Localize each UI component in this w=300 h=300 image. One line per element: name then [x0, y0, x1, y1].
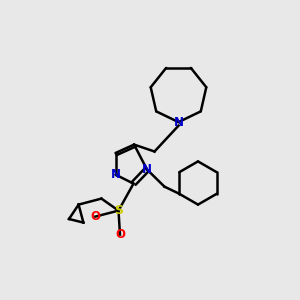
Text: N: N: [142, 163, 152, 176]
Text: O: O: [115, 228, 125, 241]
Text: N: N: [173, 116, 184, 129]
Text: O: O: [90, 210, 100, 223]
Text: S: S: [114, 204, 123, 217]
Text: N: N: [110, 168, 121, 181]
